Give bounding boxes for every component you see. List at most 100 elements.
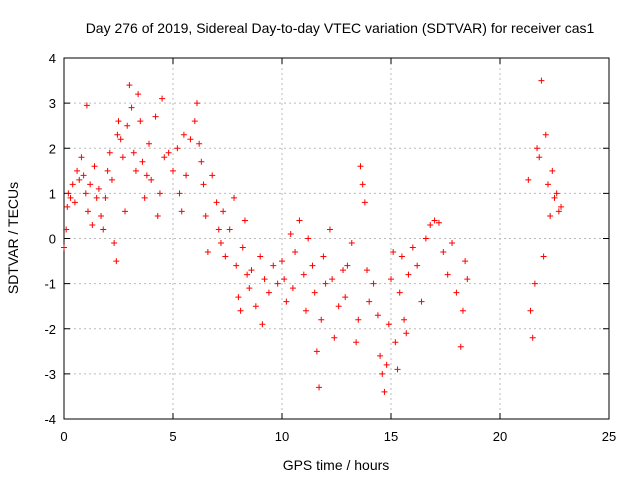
data-point [61, 244, 67, 251]
data-point [78, 154, 85, 161]
data-point [296, 217, 303, 224]
data-point [309, 262, 316, 269]
data-point [231, 194, 238, 201]
data-point [106, 149, 113, 156]
data-point [215, 226, 222, 233]
data-point [355, 316, 362, 323]
data-point [196, 140, 203, 147]
data-point [246, 285, 253, 292]
data-point [549, 167, 556, 174]
data-point [128, 104, 135, 111]
data-point [527, 307, 534, 314]
data-point [457, 343, 464, 350]
data-point [252, 303, 259, 310]
data-point [180, 131, 187, 138]
y-tick-label: -4 [44, 412, 56, 427]
data-point [67, 194, 74, 201]
data-point [551, 194, 558, 201]
data-point [462, 258, 469, 265]
data-point [555, 208, 562, 215]
data-point [361, 199, 368, 206]
data-point [279, 258, 285, 265]
data-point [257, 253, 264, 260]
data-point [135, 91, 142, 98]
data-point [359, 181, 366, 188]
data-point [220, 208, 227, 215]
data-point [217, 240, 224, 247]
data-point [213, 199, 220, 206]
data-point [394, 366, 401, 373]
data-point [183, 172, 190, 179]
data-point [93, 194, 100, 201]
data-point [241, 217, 248, 224]
y-tick-label: 3 [49, 96, 56, 111]
data-point [381, 388, 388, 395]
data-point [440, 249, 447, 256]
data-point [117, 136, 124, 143]
data-point [342, 294, 349, 301]
data-point [233, 262, 240, 269]
data-point [405, 271, 412, 278]
data-point [104, 167, 111, 174]
data-point [235, 294, 242, 301]
x-tick-label: 5 [169, 429, 176, 444]
data-point [178, 208, 185, 215]
data-point [239, 244, 246, 251]
data-point [202, 212, 209, 219]
data-point [143, 172, 150, 179]
data-point [69, 181, 76, 188]
data-point [444, 271, 451, 278]
data-point [542, 131, 549, 138]
y-tick-label: 2 [49, 141, 56, 156]
data-point [292, 249, 299, 256]
data-point [115, 118, 122, 125]
x-tick-label: 15 [384, 429, 398, 444]
data-point [209, 172, 216, 179]
data-point [289, 285, 296, 292]
y-tick-label: -3 [44, 367, 56, 382]
data-point [540, 253, 547, 260]
data-point [161, 154, 168, 161]
data-point [370, 280, 377, 287]
data-point [344, 262, 351, 269]
data-point [132, 167, 139, 174]
data-point [283, 298, 290, 305]
data-point [377, 352, 384, 359]
data-point [427, 221, 434, 228]
data-point [547, 212, 554, 219]
data-point [311, 289, 318, 296]
y-tick-label: 4 [49, 51, 56, 66]
data-point [313, 348, 320, 355]
data-point [191, 118, 198, 125]
data-point [318, 316, 325, 323]
data-point [82, 190, 89, 197]
data-point [174, 145, 181, 152]
data-point [525, 176, 532, 183]
x-tick-label: 0 [60, 429, 67, 444]
data-point [335, 303, 342, 310]
data-point [159, 95, 166, 102]
data-point [531, 280, 538, 287]
data-point [383, 361, 390, 368]
data-point [204, 249, 211, 256]
y-axis: -4 -3 -2 -1 0 1 2 3 4 [44, 51, 609, 427]
data-point [91, 163, 98, 170]
data-point [558, 203, 565, 210]
y-tick-label: 0 [49, 232, 56, 247]
data-point [165, 149, 172, 156]
data-point [536, 154, 543, 161]
data-point [248, 267, 255, 274]
data-point [244, 271, 251, 278]
data-point [89, 221, 96, 228]
data-point [146, 140, 153, 147]
data-point [396, 289, 403, 296]
data-point [198, 158, 205, 165]
data-point [322, 280, 329, 287]
x-tick-label: 10 [275, 429, 289, 444]
data-point [374, 312, 381, 319]
data-point [287, 230, 294, 237]
data-point [148, 176, 155, 183]
data-point [398, 253, 405, 260]
data-point [529, 334, 536, 341]
